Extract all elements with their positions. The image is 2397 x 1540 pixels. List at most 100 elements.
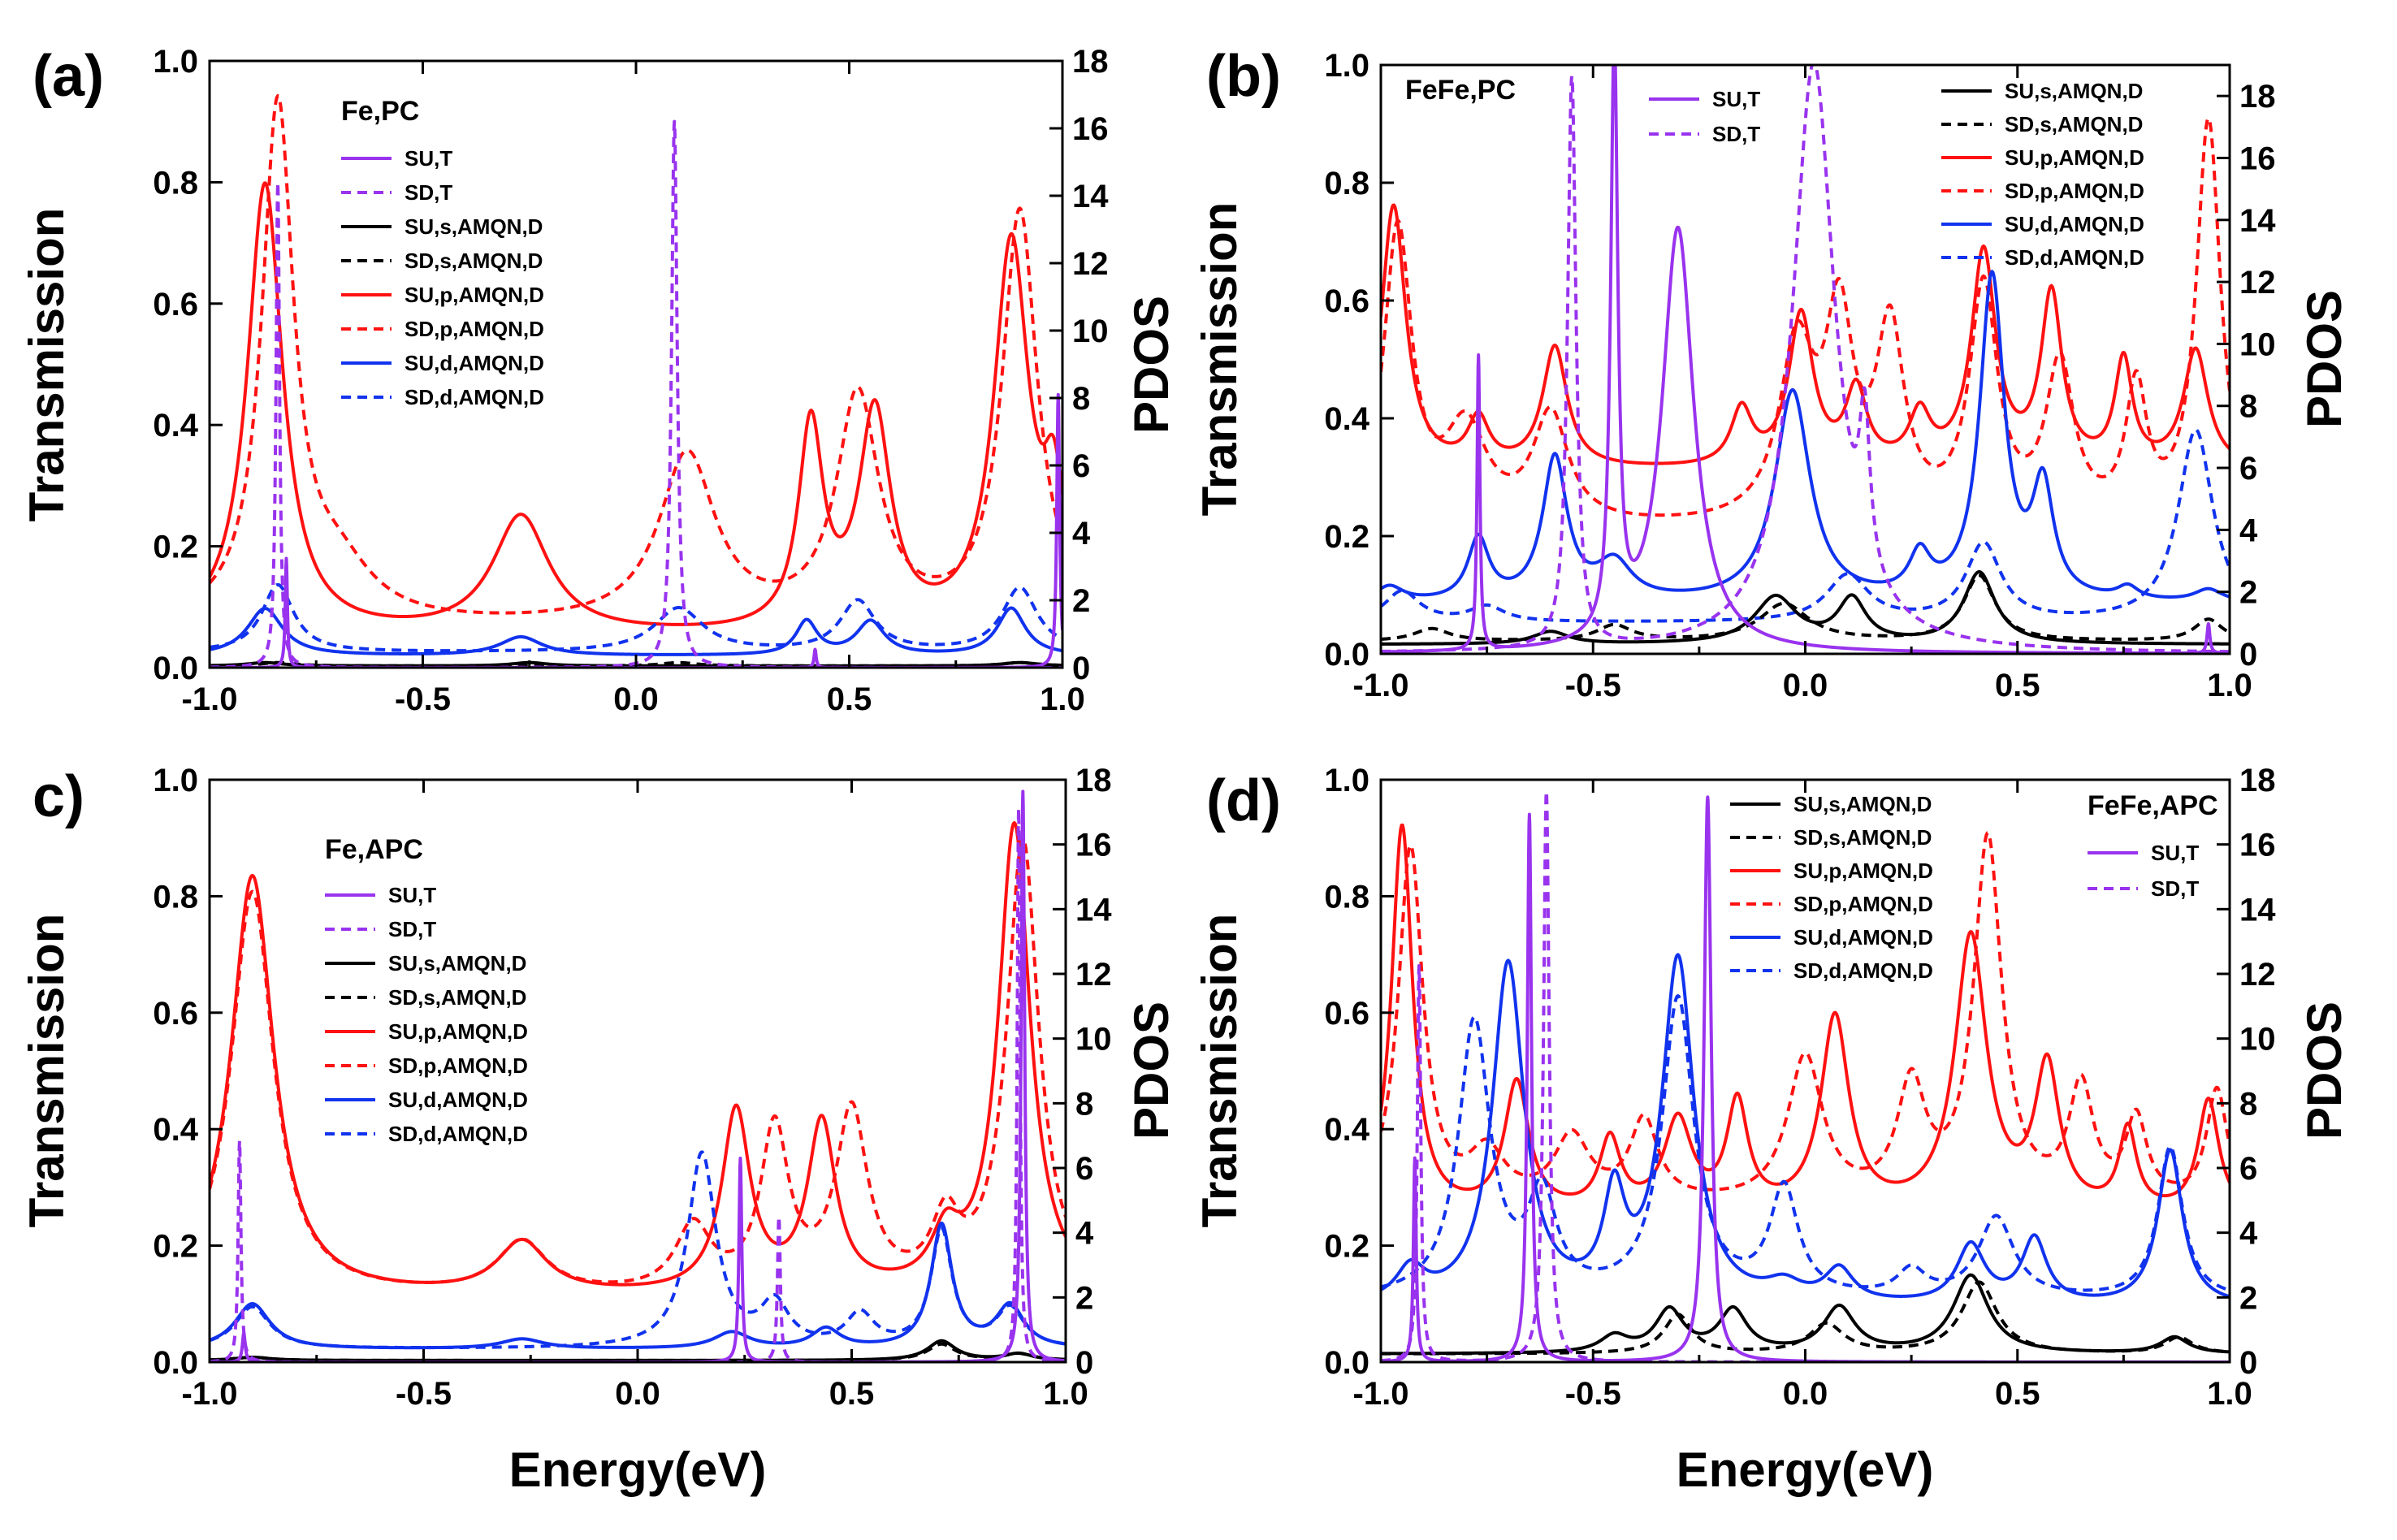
legend: SU,T SD,T — [1649, 87, 1760, 146]
legend: SU,s,AMQN,D SD,s,AMQN,D SU,p,AMQN,D SD,p,AM… — [1941, 79, 2144, 270]
y2-tick-label: 16 — [2239, 828, 2276, 863]
legend-label: SD,p,AMQN,D — [388, 1053, 528, 1078]
legend-label: SD,d,AMQN,D — [1793, 958, 1933, 983]
x-axis-title: Energy(eV) — [509, 1443, 767, 1497]
y-tick-label: 0.4 — [153, 408, 198, 443]
y-tick-label: 0.6 — [153, 287, 198, 322]
y2-tick-label: 16 — [2239, 141, 2276, 176]
y-tick-label: 0.6 — [1324, 996, 1369, 1032]
legend-label: SU,T — [2151, 841, 2199, 865]
system-label: Fe,PC — [341, 96, 419, 127]
series-line-sd-p-amqn-d — [1381, 831, 2230, 1192]
x-tick-label: -1.0 — [1353, 1376, 1409, 1412]
y-tick-label: 0.6 — [1324, 283, 1369, 319]
y2-tick-label: 10 — [1075, 1022, 1112, 1058]
y2-tick-label: 10 — [2239, 1022, 2276, 1058]
legend-label: SU,T — [1712, 87, 1760, 111]
y-tick-label: 0.0 — [1324, 637, 1369, 673]
system-label: FeFe,PC — [1405, 75, 1516, 106]
legend-label: SU,s,AMQN,D — [388, 951, 526, 975]
y2-axis-title: PDOS — [2297, 1001, 2352, 1140]
y-tick-label: 1.0 — [153, 44, 198, 80]
legend-label: SU,d,AMQN,D — [1793, 925, 1933, 950]
x-tick-label: 0.5 — [1995, 1376, 2040, 1412]
panel-label: (d) — [1206, 768, 1281, 833]
y2-tick-label: 14 — [1075, 892, 1112, 928]
y2-tick-label: 0 — [2239, 1345, 2257, 1381]
legend-label: SU,p,AMQN,D — [405, 283, 544, 307]
legend-label: SU,T — [405, 146, 452, 171]
y-tick-label: 1.0 — [153, 763, 198, 798]
series-group — [210, 789, 1066, 1362]
chart-panel-1: -1.0 -0.5 0.0 0.5 1.00.00.20.40.60.81.002468… — [19, 44, 1179, 717]
y-tick-label: 0.4 — [1324, 1112, 1369, 1148]
legend-label: SU,s,AMQN,D — [1793, 792, 1932, 816]
y2-tick-label: 14 — [1072, 179, 1109, 214]
y2-tick-label: 18 — [1072, 44, 1109, 80]
y2-tick-label: 18 — [1075, 763, 1112, 798]
legend-label: SD,T — [2151, 876, 2199, 901]
system-label: Fe,APC — [325, 834, 423, 865]
y-axis-title: Transmission — [19, 914, 74, 1228]
y-tick-label: 0.6 — [153, 996, 198, 1032]
series-line-sd-d-amqn-d — [1381, 427, 2230, 623]
x-axis-title: Energy(eV) — [1677, 1443, 1934, 1497]
panel-label: c) — [32, 764, 84, 829]
y2-tick-label: 12 — [2239, 265, 2276, 301]
legend-label: SU,p,AMQN,D — [1793, 859, 1933, 883]
y-axis-title: Transmission — [19, 208, 74, 522]
legend-label: SD,d,AMQN,D — [2005, 245, 2144, 270]
x-tick-label: -0.5 — [1565, 668, 1621, 703]
y-tick-label: 0.8 — [153, 879, 198, 915]
x-tick-label: 0.0 — [613, 681, 659, 717]
y-tick-label: 0.2 — [1324, 1229, 1369, 1265]
y-tick-label: 0.8 — [1324, 879, 1369, 915]
panel-label: (b) — [1206, 44, 1281, 109]
legend: SU,T SD,T — [2088, 841, 2199, 901]
x-tick-label: -1.0 — [182, 1376, 238, 1412]
y2-tick-label: 0 — [2239, 637, 2257, 673]
y2-axis-title: PDOS — [2297, 290, 2352, 428]
y2-tick-label: 18 — [2239, 763, 2276, 798]
y-tick-label: 0.4 — [1324, 401, 1369, 437]
y-tick-label: 0.0 — [153, 1345, 198, 1381]
y2-tick-label: 2 — [1072, 583, 1090, 619]
y2-tick-label: 16 — [1072, 111, 1109, 147]
y2-tick-label: 8 — [1075, 1086, 1093, 1122]
legend-label: SU,s,AMQN,D — [2005, 79, 2143, 103]
y-tick-label: 0.2 — [153, 1229, 198, 1265]
y2-tick-label: 6 — [1072, 448, 1090, 484]
series-line-sd-s-amqn-d — [1381, 1280, 2230, 1356]
series-line-su-t — [210, 392, 1062, 668]
y-tick-label: 0.8 — [1324, 166, 1369, 201]
chart-panel-4: -1.0 -0.5 0.0 0.5 1.00.00.20.40.60.81.002468… — [1192, 763, 2352, 1497]
y2-tick-label: 18 — [2239, 79, 2276, 115]
chart-panel-3: -1.0 -0.5 0.0 0.5 1.00.00.20.40.60.81.002468… — [19, 763, 1179, 1497]
legend-label: SD,d,AMQN,D — [405, 385, 544, 409]
legend: SU,s,AMQN,D SD,s,AMQN,D SU,p,AMQN,D SD,p,AM… — [1730, 792, 1933, 983]
x-tick-label: 1.0 — [2207, 1376, 2252, 1412]
y2-tick-label: 8 — [2239, 389, 2257, 425]
y2-tick-label: 8 — [2239, 1086, 2257, 1122]
y-tick-label: 0.0 — [1324, 1345, 1369, 1381]
x-tick-label: 0.5 — [829, 1376, 875, 1412]
series-line-su-d-amqn-d — [1381, 270, 2230, 599]
x-tick-label: -1.0 — [182, 681, 238, 717]
legend-label: SD,T — [1712, 122, 1760, 146]
x-tick-label: -0.5 — [396, 1376, 452, 1412]
legend-label: SD,p,AMQN,D — [405, 317, 544, 341]
series-line-sd-d-amqn-d — [210, 1150, 1066, 1350]
legend-label: SU,p,AMQN,D — [388, 1019, 528, 1044]
y2-axis-title: PDOS — [1124, 1001, 1179, 1140]
y2-tick-label: 12 — [1072, 246, 1109, 282]
x-tick-label: -0.5 — [1565, 1376, 1621, 1412]
y2-tick-label: 16 — [1075, 828, 1112, 863]
x-tick-label: 0.0 — [1783, 668, 1828, 703]
legend-label: SU,T — [388, 883, 436, 907]
x-tick-label: -1.0 — [1353, 668, 1409, 703]
y2-tick-label: 4 — [1075, 1216, 1094, 1252]
series-line-sd-d-amqn-d — [210, 582, 1062, 653]
legend: SU,T SD,T SU,s,AMQN,D SD,s,AMQN,D SU,p,AMQN,… — [325, 883, 528, 1146]
legend-label: SD,T — [388, 917, 436, 941]
